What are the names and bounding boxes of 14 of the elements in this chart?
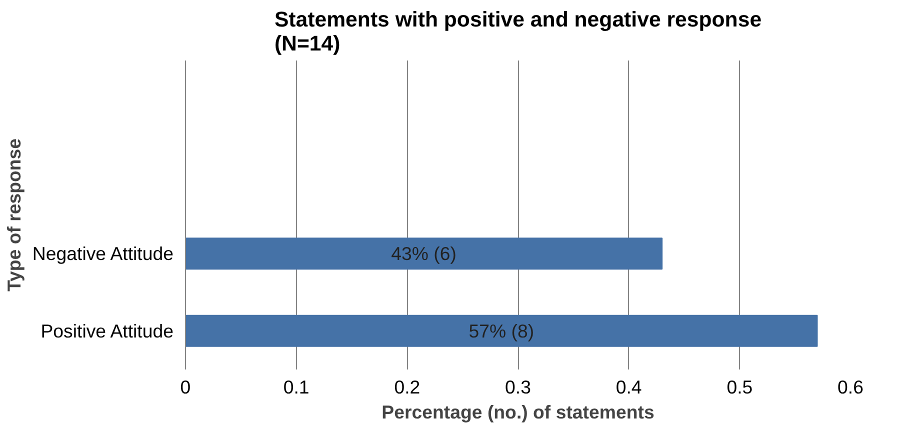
x-tick-label: 0.4: [616, 376, 642, 398]
x-tick-label: 0.6: [838, 376, 864, 398]
data-label: 43% (6): [391, 243, 456, 264]
chart-title: Statements with positive and negative response (N=14): [274, 8, 762, 56]
y-tick-label: Negative Attitude: [32, 243, 174, 264]
x-tick-label: 0.1: [283, 376, 310, 398]
y-tick-label: Positive Attitude: [40, 320, 174, 342]
x-axis-title: Percentage (no.) of statements: [382, 402, 654, 422]
y-axis-title: Type of response: [3, 138, 24, 292]
data-label: 57% (8): [468, 320, 534, 342]
x-tick-label: 0: [180, 376, 191, 398]
x-tick-label: 0.3: [505, 376, 531, 398]
x-tick-label: 0.2: [394, 376, 420, 398]
x-tick-label: 0.5: [726, 376, 753, 398]
